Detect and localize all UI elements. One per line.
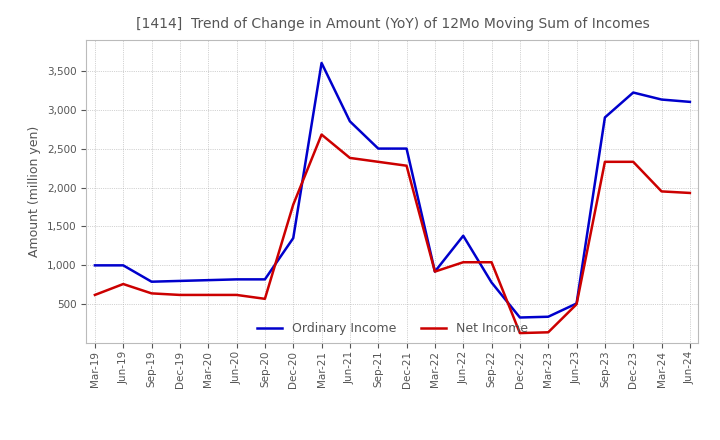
Ordinary Income <box>516 315 524 320</box>
Net Income <box>402 163 411 169</box>
Net Income <box>572 302 581 307</box>
Ordinary Income <box>657 97 666 102</box>
Ordinary Income <box>91 263 99 268</box>
Ordinary Income <box>487 280 496 285</box>
Ordinary Income <box>318 60 326 66</box>
Ordinary Income <box>261 277 269 282</box>
Ordinary Income <box>572 301 581 306</box>
Ordinary Income <box>119 263 127 268</box>
Line: Net Income: Net Income <box>95 135 690 333</box>
Net Income <box>657 189 666 194</box>
Ordinary Income <box>176 278 184 283</box>
Net Income <box>600 159 609 165</box>
Title: [1414]  Trend of Change in Amount (YoY) of 12Mo Moving Sum of Incomes: [1414] Trend of Change in Amount (YoY) o… <box>135 18 649 32</box>
Net Income <box>544 330 552 335</box>
Net Income <box>176 292 184 297</box>
Net Income <box>119 282 127 287</box>
Net Income <box>261 296 269 301</box>
Y-axis label: Amount (million yen): Amount (million yen) <box>29 126 42 257</box>
Net Income <box>459 260 467 265</box>
Ordinary Income <box>346 119 354 124</box>
Net Income <box>487 260 496 265</box>
Net Income <box>204 292 212 297</box>
Ordinary Income <box>204 278 212 283</box>
Ordinary Income <box>402 146 411 151</box>
Net Income <box>374 159 382 165</box>
Ordinary Income <box>544 314 552 319</box>
Net Income <box>148 291 156 296</box>
Net Income <box>91 292 99 297</box>
Legend: Ordinary Income, Net Income: Ordinary Income, Net Income <box>252 317 533 340</box>
Ordinary Income <box>600 115 609 120</box>
Net Income <box>346 155 354 161</box>
Ordinary Income <box>431 269 439 274</box>
Ordinary Income <box>289 235 297 241</box>
Ordinary Income <box>629 90 637 95</box>
Ordinary Income <box>685 99 694 105</box>
Net Income <box>318 132 326 137</box>
Line: Ordinary Income: Ordinary Income <box>95 63 690 318</box>
Ordinary Income <box>459 233 467 238</box>
Net Income <box>685 191 694 196</box>
Net Income <box>629 159 637 165</box>
Ordinary Income <box>233 277 241 282</box>
Ordinary Income <box>148 279 156 284</box>
Net Income <box>431 269 439 274</box>
Net Income <box>516 330 524 336</box>
Net Income <box>289 202 297 207</box>
Net Income <box>233 292 241 297</box>
Ordinary Income <box>374 146 382 151</box>
